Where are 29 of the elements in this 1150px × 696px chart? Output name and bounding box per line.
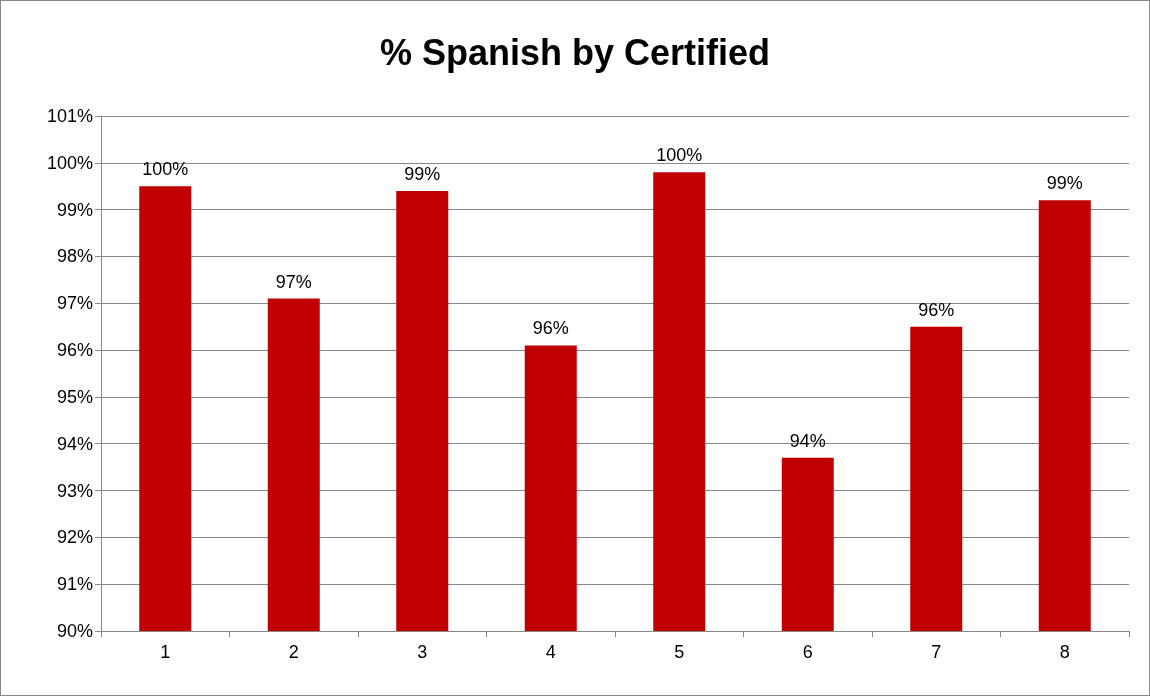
data-label: 100% <box>656 145 703 166</box>
data-label: 96% <box>532 318 569 339</box>
data-label: 97% <box>275 271 312 292</box>
y-tick-label: 96% <box>56 340 93 361</box>
data-label: 99% <box>404 163 441 184</box>
y-tick-label: 93% <box>56 480 93 501</box>
y-tick-label: 90% <box>56 621 93 641</box>
y-tick-label: 94% <box>56 433 93 454</box>
y-tick-label: 91% <box>56 574 93 595</box>
data-label: 96% <box>918 299 955 320</box>
x-tick-label: 3 <box>417 642 428 662</box>
y-tick-label: 101% <box>46 106 93 126</box>
x-tick-label: 8 <box>1059 642 1070 662</box>
y-tick-label: 95% <box>56 386 93 407</box>
data-label: 99% <box>1046 173 1083 194</box>
y-tick-label: 97% <box>56 293 93 314</box>
x-tick-label: 5 <box>674 642 685 662</box>
x-tick-label: 7 <box>931 642 942 662</box>
x-tick-label: 1 <box>160 642 171 662</box>
x-tick-label: 6 <box>802 642 813 662</box>
x-tick-label: 4 <box>545 642 556 662</box>
y-tick-label: 98% <box>56 246 93 267</box>
data-label: 94% <box>789 430 826 451</box>
y-tick-label: 99% <box>56 199 93 220</box>
y-tick-label: 92% <box>56 527 93 548</box>
data-label: 100% <box>142 159 189 180</box>
y-tick-label: 100% <box>46 152 93 173</box>
x-tick-label: 2 <box>288 642 299 662</box>
chart-title: % Spanish by Certified <box>379 31 771 73</box>
